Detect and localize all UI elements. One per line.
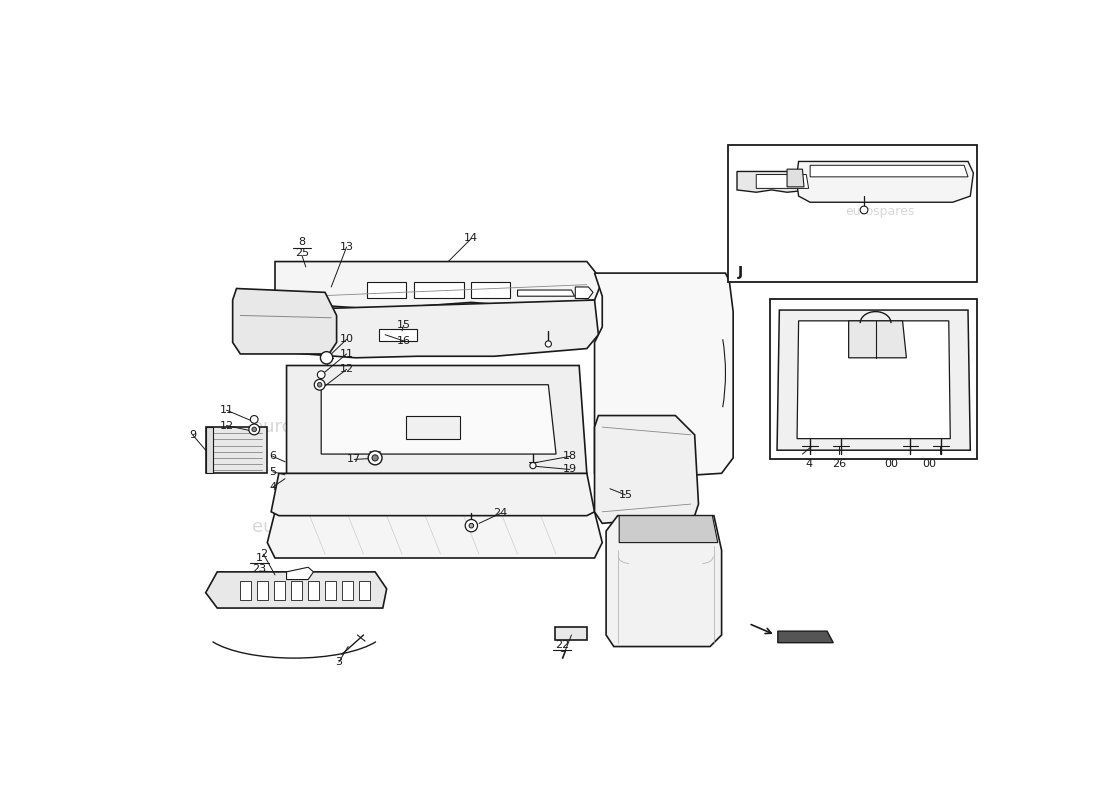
FancyBboxPatch shape	[770, 298, 977, 459]
Text: 10: 10	[340, 334, 353, 344]
Text: 6: 6	[270, 451, 276, 462]
Polygon shape	[777, 310, 970, 450]
Polygon shape	[778, 631, 834, 642]
Text: 7: 7	[559, 650, 565, 661]
Text: 1: 1	[256, 553, 263, 563]
Polygon shape	[575, 287, 593, 298]
Polygon shape	[472, 282, 510, 298]
Polygon shape	[370, 452, 381, 458]
FancyBboxPatch shape	[728, 145, 977, 282]
Text: 4: 4	[805, 459, 812, 469]
Text: 16: 16	[397, 336, 410, 346]
Circle shape	[249, 424, 260, 435]
Text: 12: 12	[219, 421, 233, 430]
Text: 12: 12	[340, 364, 354, 374]
Circle shape	[469, 523, 474, 528]
Circle shape	[318, 371, 326, 378]
Text: 5: 5	[270, 466, 276, 477]
Circle shape	[317, 382, 322, 387]
Text: 15: 15	[397, 321, 410, 330]
Polygon shape	[757, 174, 808, 188]
Polygon shape	[606, 516, 722, 646]
Text: 24: 24	[494, 508, 508, 518]
Polygon shape	[594, 273, 733, 481]
Text: 19: 19	[563, 465, 578, 474]
Polygon shape	[326, 581, 336, 600]
Text: eurospares: eurospares	[468, 518, 568, 536]
Polygon shape	[554, 627, 587, 640]
Text: 13: 13	[340, 242, 353, 252]
Polygon shape	[241, 581, 251, 600]
Polygon shape	[342, 581, 353, 600]
Polygon shape	[594, 415, 698, 523]
Polygon shape	[267, 512, 603, 558]
Text: 17: 17	[348, 454, 362, 465]
Circle shape	[860, 206, 868, 214]
Text: eurospares: eurospares	[840, 390, 911, 403]
Text: 22: 22	[556, 640, 570, 650]
Text: 14: 14	[464, 234, 478, 243]
Text: J: J	[738, 265, 744, 278]
Text: 21: 21	[804, 146, 818, 157]
Polygon shape	[206, 572, 387, 608]
Polygon shape	[359, 581, 370, 600]
Polygon shape	[292, 581, 301, 600]
Polygon shape	[308, 581, 319, 600]
Polygon shape	[257, 581, 268, 600]
Polygon shape	[233, 289, 337, 354]
Polygon shape	[274, 581, 285, 600]
Polygon shape	[414, 282, 464, 298]
Polygon shape	[321, 385, 556, 454]
Polygon shape	[286, 567, 313, 579]
Text: 4: 4	[270, 482, 276, 492]
Polygon shape	[788, 169, 804, 187]
Circle shape	[315, 379, 326, 390]
Polygon shape	[406, 415, 460, 438]
Text: eurospares: eurospares	[252, 418, 352, 436]
Polygon shape	[206, 427, 213, 474]
Text: eurospares: eurospares	[468, 418, 568, 436]
Text: 3: 3	[336, 657, 342, 667]
Polygon shape	[810, 166, 968, 177]
Circle shape	[530, 462, 536, 469]
Polygon shape	[798, 321, 950, 438]
Text: 00: 00	[923, 459, 936, 469]
Circle shape	[546, 341, 551, 347]
Circle shape	[252, 427, 256, 432]
Text: 9: 9	[189, 430, 196, 440]
Polygon shape	[517, 290, 574, 296]
Polygon shape	[286, 366, 587, 474]
Text: 11: 11	[220, 405, 233, 415]
Polygon shape	[275, 300, 598, 358]
Polygon shape	[206, 427, 267, 474]
Text: 15: 15	[618, 490, 632, 500]
Polygon shape	[619, 516, 717, 542]
Polygon shape	[849, 321, 906, 358]
Text: eurospares: eurospares	[252, 518, 352, 536]
Text: 00: 00	[884, 459, 898, 469]
Circle shape	[368, 451, 382, 465]
Text: 23: 23	[253, 564, 266, 574]
Polygon shape	[796, 162, 974, 202]
Text: 2: 2	[260, 549, 267, 559]
Text: 25: 25	[295, 248, 309, 258]
Text: 11: 11	[340, 349, 353, 359]
Polygon shape	[737, 171, 814, 192]
Circle shape	[251, 415, 258, 423]
Circle shape	[320, 352, 333, 364]
Text: eurospares: eurospares	[845, 205, 914, 218]
Text: 18: 18	[563, 451, 578, 462]
Text: 26: 26	[833, 459, 847, 469]
Polygon shape	[275, 262, 603, 308]
Polygon shape	[271, 474, 594, 516]
Polygon shape	[367, 282, 406, 298]
Polygon shape	[378, 330, 418, 341]
Text: 15: 15	[903, 210, 917, 220]
Text: 20: 20	[934, 146, 948, 157]
Circle shape	[465, 519, 477, 532]
Text: 8: 8	[298, 238, 306, 247]
Circle shape	[372, 455, 378, 461]
